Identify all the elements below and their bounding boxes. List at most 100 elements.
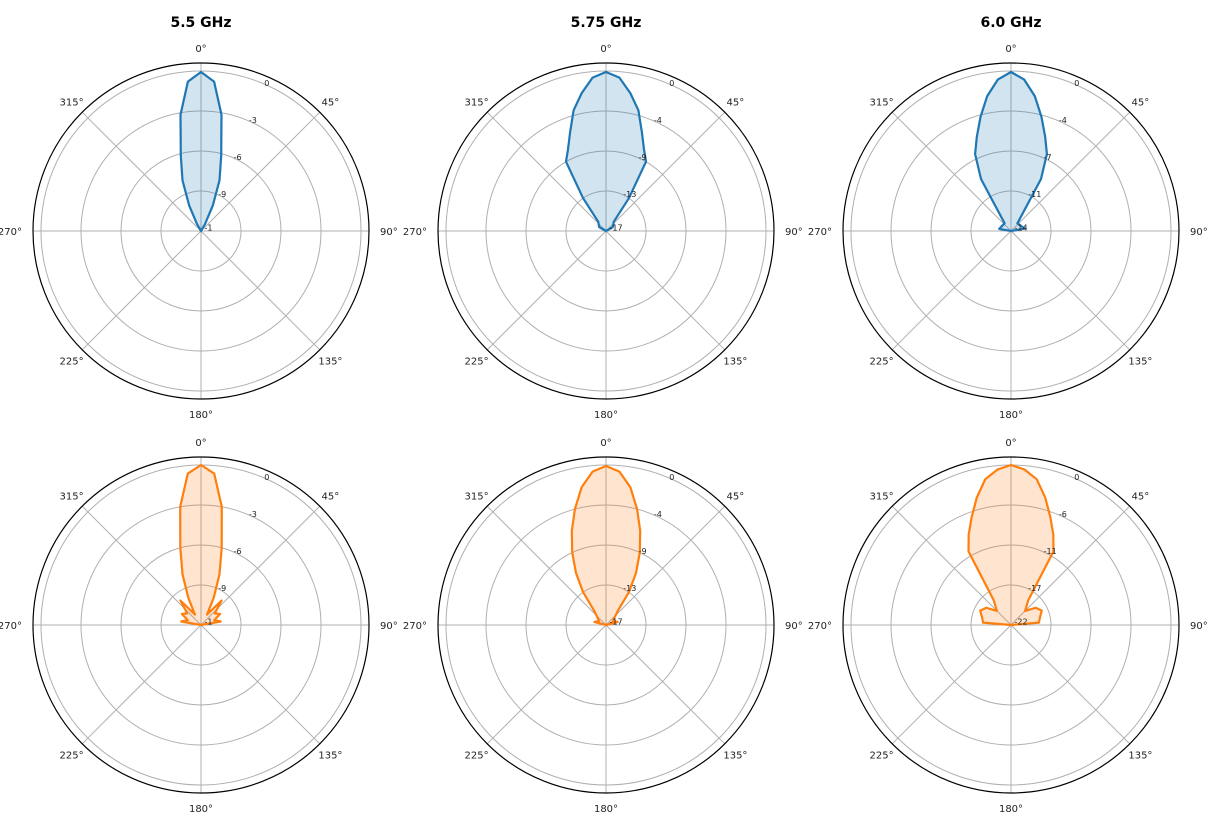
- grid-spoke: [1010, 505, 1131, 626]
- angle-tick-label: 315°: [465, 98, 489, 109]
- angle-tick-label: 315°: [870, 98, 894, 109]
- plot-title: 6.0 GHz: [980, 15, 1041, 31]
- radial-tick-label: 0: [669, 79, 674, 88]
- radial-tick-label: 0: [669, 473, 674, 482]
- angle-tick-label: 270°: [808, 227, 832, 238]
- angle-tick-label: 270°: [403, 621, 427, 632]
- radial-tick-label: -22: [1015, 617, 1028, 626]
- angle-tick-label: 135°: [318, 750, 342, 761]
- polar-spine: [32, 456, 370, 794]
- angle-tick-label: 270°: [0, 621, 22, 632]
- radial-tick-label: -9: [218, 584, 226, 593]
- radial-tick-label: 0: [264, 473, 269, 482]
- grid-spoke: [1010, 230, 1131, 351]
- radial-tick-label: -6: [234, 547, 242, 556]
- angle-tick-label: 0°: [600, 438, 611, 449]
- angle-tick-label: 315°: [465, 492, 489, 503]
- angle-tick-label: 135°: [723, 750, 747, 761]
- radiation-pattern: [967, 463, 1055, 627]
- radial-tick-label: -4: [654, 116, 662, 125]
- angle-tick-label: 135°: [1128, 750, 1152, 761]
- angle-tick-label: 135°: [318, 356, 342, 367]
- radial-tick-label: -4: [1059, 116, 1067, 125]
- grid-spoke: [486, 624, 607, 745]
- grid-spoke: [605, 111, 726, 232]
- angle-tick-label: 135°: [1128, 356, 1152, 367]
- grid-spoke: [200, 505, 321, 626]
- angle-tick-label: 90°: [1190, 227, 1208, 238]
- angle-tick-label: 315°: [60, 98, 84, 109]
- angle-tick-label: 45°: [727, 492, 745, 503]
- grid-spoke: [891, 624, 1012, 745]
- grid-spoke: [200, 230, 321, 351]
- angle-tick-label: 315°: [60, 492, 84, 503]
- angle-tick-label: 135°: [723, 356, 747, 367]
- angle-tick-label: 90°: [785, 227, 803, 238]
- angle-tick-label: 45°: [1132, 492, 1150, 503]
- plot-title: 5.5 GHz: [170, 15, 231, 31]
- radial-tick-label: -9: [639, 153, 647, 162]
- angle-tick-label: 180°: [594, 410, 618, 421]
- grid-spoke: [891, 111, 1012, 232]
- radiation-pattern: [570, 464, 642, 627]
- grid-spoke: [81, 111, 202, 232]
- radial-tick-label: -17: [1028, 584, 1041, 593]
- radial-tick-label: -14: [1015, 223, 1028, 232]
- angle-tick-label: 0°: [1005, 438, 1016, 449]
- angle-tick-label: 90°: [1190, 621, 1208, 632]
- radial-tick-label: -11: [1028, 190, 1041, 199]
- radial-tick-label: -13: [623, 190, 636, 199]
- angle-tick-label: 180°: [999, 804, 1023, 815]
- angle-tick-label: 45°: [322, 98, 340, 109]
- radial-tick-label: -7: [1044, 153, 1052, 162]
- angle-tick-label: 0°: [195, 438, 206, 449]
- angle-tick-label: 90°: [380, 227, 398, 238]
- grid-spoke: [605, 230, 726, 351]
- grid-spoke: [81, 624, 202, 745]
- angle-tick-label: 45°: [727, 98, 745, 109]
- grid-spoke: [486, 230, 607, 351]
- grid-spoke: [81, 230, 202, 351]
- radial-tick-label: -6: [234, 153, 242, 162]
- radial-tick-label: -13: [623, 584, 636, 593]
- angle-tick-label: 90°: [785, 621, 803, 632]
- angle-tick-label: 180°: [999, 410, 1023, 421]
- angle-tick-label: 90°: [380, 621, 398, 632]
- radial-tick-label: -4: [654, 510, 662, 519]
- polar-spine: [842, 62, 1180, 400]
- radiation-pattern: [179, 70, 223, 233]
- grid-spoke: [605, 505, 726, 626]
- angle-tick-label: 225°: [870, 356, 894, 367]
- grid-spoke: [605, 624, 726, 745]
- angle-tick-label: 225°: [60, 750, 84, 761]
- angle-tick-label: 45°: [322, 492, 340, 503]
- angle-tick-label: 315°: [870, 492, 894, 503]
- grid-spoke: [200, 111, 321, 232]
- radial-tick-label: -9: [639, 547, 647, 556]
- grid-spoke: [891, 505, 1012, 626]
- radiation-pattern: [179, 463, 223, 627]
- polar-spine: [437, 62, 775, 400]
- grid-spoke: [486, 505, 607, 626]
- radial-tick-label: 0: [1074, 79, 1079, 88]
- angle-tick-label: 180°: [594, 804, 618, 815]
- grid-spoke: [200, 624, 321, 745]
- polar-spine: [842, 456, 1180, 794]
- radial-tick-label: -11: [1044, 547, 1057, 556]
- angle-tick-label: 225°: [465, 750, 489, 761]
- radial-tick-label: -17: [610, 617, 623, 626]
- angle-tick-label: 225°: [60, 356, 84, 367]
- grid-spoke: [1010, 624, 1131, 745]
- angle-tick-label: 225°: [465, 356, 489, 367]
- angle-tick-label: 270°: [808, 621, 832, 632]
- radial-tick-label: -17: [610, 223, 623, 232]
- angle-tick-label: 270°: [403, 227, 427, 238]
- radial-tick-label: -1: [205, 617, 213, 626]
- plot-title: 5.75 GHz: [571, 15, 642, 31]
